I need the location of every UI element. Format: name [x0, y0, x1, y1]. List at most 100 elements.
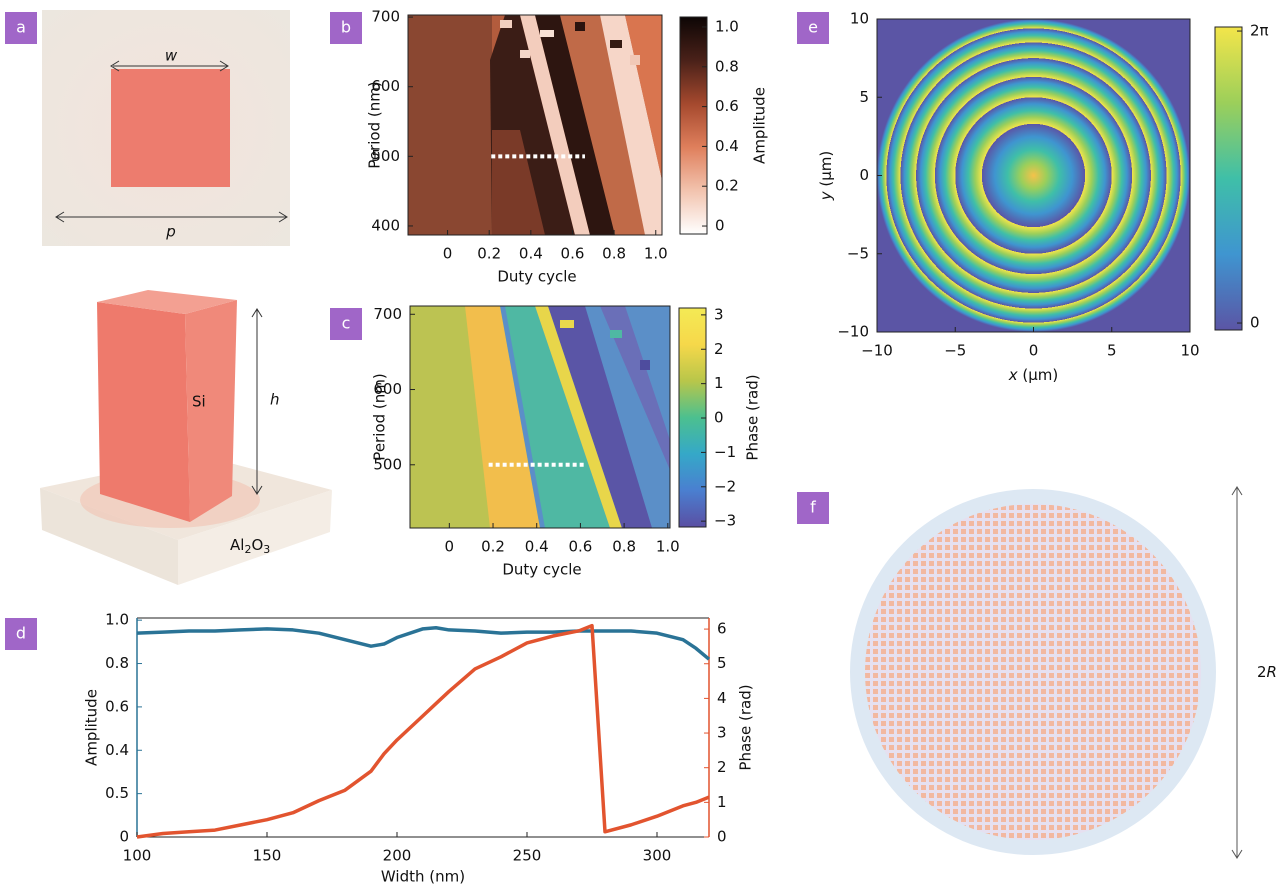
arrow-heads [55, 211, 288, 223]
tick-label: 0 [1029, 342, 1039, 360]
tick-label: 6 [717, 620, 727, 638]
phase-rings [877, 19, 1190, 332]
plot-frame [409, 305, 671, 529]
tick-label: 0 [715, 217, 725, 235]
tick-label: 5 [1107, 342, 1117, 360]
tick-label: 0.8 [602, 245, 626, 263]
tick-label: 1.0 [644, 245, 668, 263]
colorbar-label: Amplitude [751, 87, 769, 164]
phase-map [410, 306, 670, 528]
panel-label: e [808, 18, 818, 37]
tick-label: 0.6 [568, 538, 592, 556]
pillar-top [97, 290, 237, 314]
y2-axis-label: Phase (rad) [737, 684, 755, 770]
pillar-front [97, 302, 190, 522]
tick-label: 1.0 [656, 538, 680, 556]
tick-label: 0.4 [519, 245, 543, 263]
text-part: O [251, 536, 263, 554]
amplitude-map [408, 15, 662, 235]
tick-label: 0.4 [525, 538, 549, 556]
pillar-side [185, 300, 237, 522]
series-line [136, 623, 710, 839]
tick-label: 0.6 [105, 697, 129, 715]
tick-label: −10 [861, 342, 893, 360]
colorbar [1214, 26, 1243, 331]
tick-label: 0 [119, 828, 129, 846]
tick-label: 0 [859, 166, 869, 184]
tick-label: 2 [714, 340, 724, 358]
label-box [5, 618, 37, 650]
tick-label: 3 [714, 305, 724, 323]
tick-label: −5 [847, 244, 869, 262]
y-axis-label: Period (nm) [371, 373, 389, 460]
tick-label: −2 [714, 477, 736, 495]
tick-label: 500 [371, 147, 400, 165]
tick-label: 2 [717, 758, 727, 776]
tick-label: 0 [714, 409, 724, 427]
text-part: y [817, 190, 835, 201]
slab-right [178, 490, 332, 585]
diameter-label: 2R [1257, 663, 1277, 681]
tick-label: 1.0 [715, 17, 739, 35]
tick-label: 10 [850, 10, 869, 28]
plot-frame [407, 14, 663, 236]
tick-label: 250 [513, 847, 542, 865]
tick-label: −1 [714, 443, 736, 461]
tick-label: 0.8 [105, 654, 129, 672]
tick-label: 700 [373, 305, 402, 323]
unit-cell-3d: h Si Al2O3 [40, 290, 332, 585]
tick-label: 4 [717, 689, 727, 707]
panel-label: a [16, 18, 26, 37]
label-box [797, 12, 829, 44]
tick-label: 1 [714, 374, 724, 392]
tick-label: 600 [371, 77, 400, 95]
text-part: 2 [244, 543, 251, 556]
text-part: R [1267, 663, 1277, 681]
tick-label: 0.4 [715, 137, 739, 155]
text-part: Al [230, 536, 244, 554]
p-label: p [165, 223, 176, 241]
tick-label: 0 [717, 828, 727, 846]
panel-label: c [342, 314, 351, 333]
label-box [797, 492, 829, 524]
metalens: 2R [850, 486, 1277, 859]
x-axis-label: Duty cycle [502, 561, 581, 579]
unit-cell-top: w p [42, 10, 290, 246]
tick-label: 0.6 [715, 97, 739, 115]
panel-label: f [810, 498, 816, 517]
tick-label: 400 [371, 216, 400, 234]
tick-label: 2π [1250, 22, 1269, 40]
panel-label: b [341, 18, 351, 37]
tick-label: 5 [717, 654, 727, 672]
tick-label: 0.8 [715, 57, 739, 75]
tick-label: 0.2 [715, 177, 739, 195]
tick-label: 0.5 [105, 784, 129, 802]
series-line [136, 626, 711, 661]
tick-label: 500 [373, 455, 402, 473]
arrow-heads [1231, 486, 1243, 859]
tick-label: 0 [1250, 314, 1260, 332]
w-label: w [165, 47, 178, 65]
tick-label: 0 [443, 245, 453, 263]
x-axis-label: Duty cycle [497, 268, 576, 286]
tick-label: 0.2 [477, 245, 501, 263]
colorbar-label: Phase (rad) [744, 374, 762, 460]
label-box [330, 308, 362, 340]
tick-label: 3 [717, 724, 727, 742]
tick-label: 700 [371, 8, 400, 26]
tick-label: 600 [373, 380, 402, 398]
arrow-heads [110, 60, 229, 72]
pillar [111, 69, 230, 187]
y-axis-label: Period (nm) [366, 81, 384, 168]
text-part: 2 [1257, 663, 1267, 681]
panel-label: d [16, 624, 26, 643]
tick-label: −5 [944, 342, 966, 360]
al2o3-label: Al2O3 [230, 536, 270, 557]
x-axis-label: Width (nm) [381, 868, 465, 886]
tick-label: 1 [717, 793, 727, 811]
tick-label: 100 [123, 847, 152, 865]
tick-label: 150 [253, 847, 282, 865]
tick-label: 1.0 [105, 611, 129, 629]
tick-label: 0.8 [612, 538, 636, 556]
